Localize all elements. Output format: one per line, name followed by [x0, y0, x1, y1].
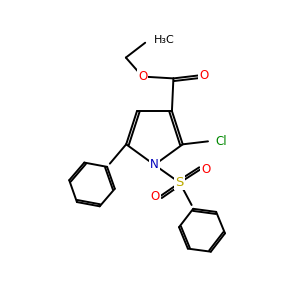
Text: O: O: [150, 190, 160, 202]
Text: O: O: [201, 163, 211, 176]
Text: H₃C: H₃C: [154, 35, 175, 45]
Text: Cl: Cl: [215, 135, 227, 148]
Text: O: O: [200, 69, 209, 82]
Text: N: N: [150, 158, 159, 171]
Text: S: S: [176, 176, 184, 189]
Text: O: O: [138, 70, 147, 83]
